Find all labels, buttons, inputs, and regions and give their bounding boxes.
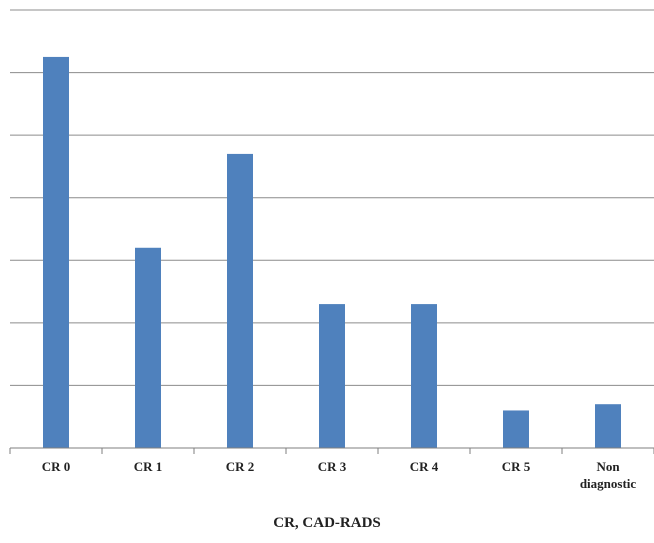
x-axis (9, 447, 654, 454)
x-tick-label: CR 4 (410, 459, 439, 474)
bar-cr-0 (43, 56, 69, 449)
bar-cr-3 (319, 304, 345, 448)
bar-non-diagnostic (595, 404, 621, 448)
bar-cr-5 (503, 410, 529, 448)
bars (43, 56, 621, 449)
x-tick-label: CR 3 (318, 459, 347, 474)
x-axis-title: CR, CAD-RADS (273, 515, 381, 531)
gridlines (10, 9, 654, 386)
x-tick-label: CR 1 (134, 459, 163, 474)
bar-cr-4 (411, 304, 437, 448)
x-tick-label: Non diagnostic (580, 459, 637, 491)
x-tick-label: CR 0 (42, 459, 71, 474)
bar-cr-2 (227, 153, 253, 448)
x-tick-label: CR 5 (502, 459, 531, 474)
x-tick-labels: CR 0 CR 1 CR 2 CR 3 CR 4 CR 5 Non diagnostic (42, 459, 637, 491)
x-tick-label: CR 2 (226, 459, 255, 474)
bar-cr-1 (135, 247, 161, 448)
